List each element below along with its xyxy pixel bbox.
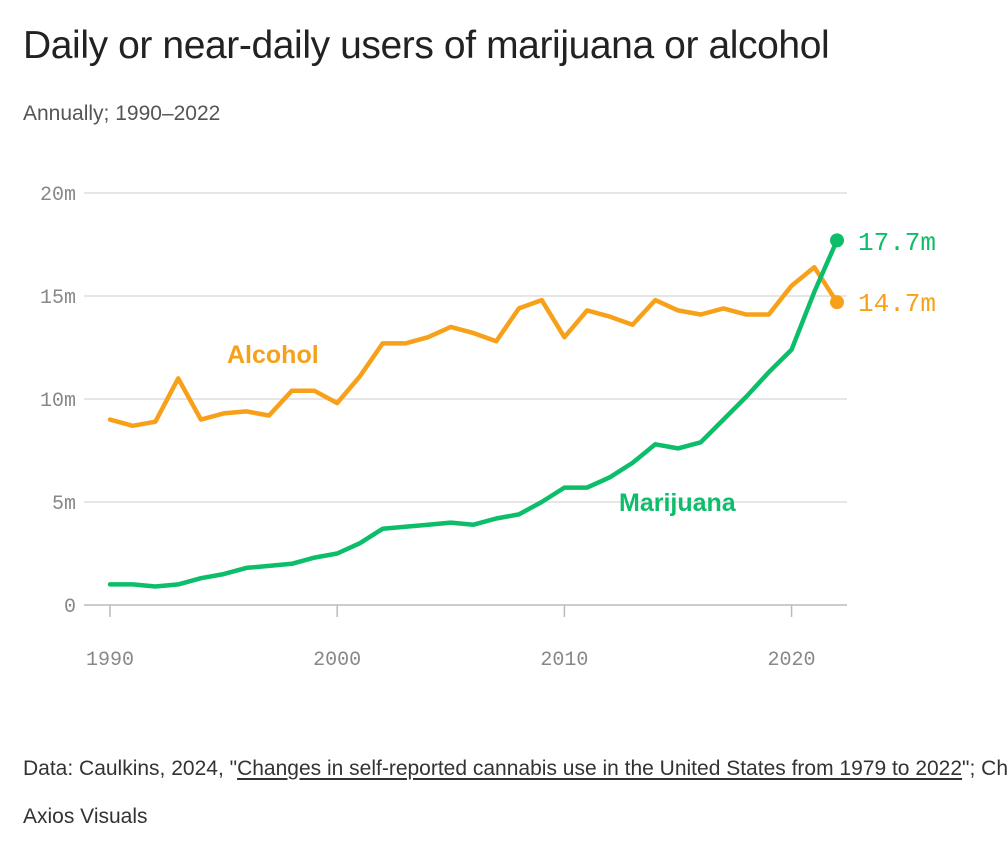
source-note: Data: Caulkins, 2024, "Changes in self-r… <box>23 745 1008 841</box>
marijuana-end-point <box>830 233 844 248</box>
y-tick-label: 15m <box>40 287 76 310</box>
line-chart: 0 5m 10m 15m 20m 1990 2000 2010 2020 Alcohol 14.7… <box>40 184 936 672</box>
source-link[interactable]: Changes in self-reported cannabis use in… <box>237 757 963 780</box>
source-suffix: "; Chart: Axios Visuals <box>23 757 1008 828</box>
alcohol-end-point <box>830 295 844 310</box>
source-prefix: Data: Caulkins, 2024, " <box>23 757 238 780</box>
x-tick-label: 2000 <box>313 649 361 672</box>
axis-ticks: 0 5m 10m 15m 20m 1990 2000 2010 2020 <box>40 184 816 672</box>
marijuana-end-value-label: 17.7m <box>858 228 936 258</box>
x-tick-label: 2020 <box>768 649 816 672</box>
x-tick-label: 2010 <box>540 649 588 672</box>
x-tick-label: 1990 <box>86 649 134 672</box>
alcohol-line <box>107 264 840 429</box>
gridlines <box>84 192 847 606</box>
alcohol-end-value-label: 14.7m <box>858 289 936 319</box>
y-tick-label: 0 <box>64 596 76 619</box>
alcohol-series-label: Alcohol <box>227 341 319 369</box>
y-tick-label: 5m <box>52 493 76 516</box>
y-tick-label: 20m <box>40 184 76 207</box>
series-labels: Alcohol 14.7m Marijuana 17.7m <box>227 228 936 517</box>
series-lines <box>107 233 844 589</box>
marijuana-series-label: Marijuana <box>619 489 737 517</box>
y-tick-label: 10m <box>40 390 76 413</box>
chart-title: Daily or near-daily users of marijuana o… <box>23 24 830 67</box>
chart-subtitle: Annually; 1990–2022 <box>23 102 221 125</box>
marijuana-line <box>107 238 840 589</box>
